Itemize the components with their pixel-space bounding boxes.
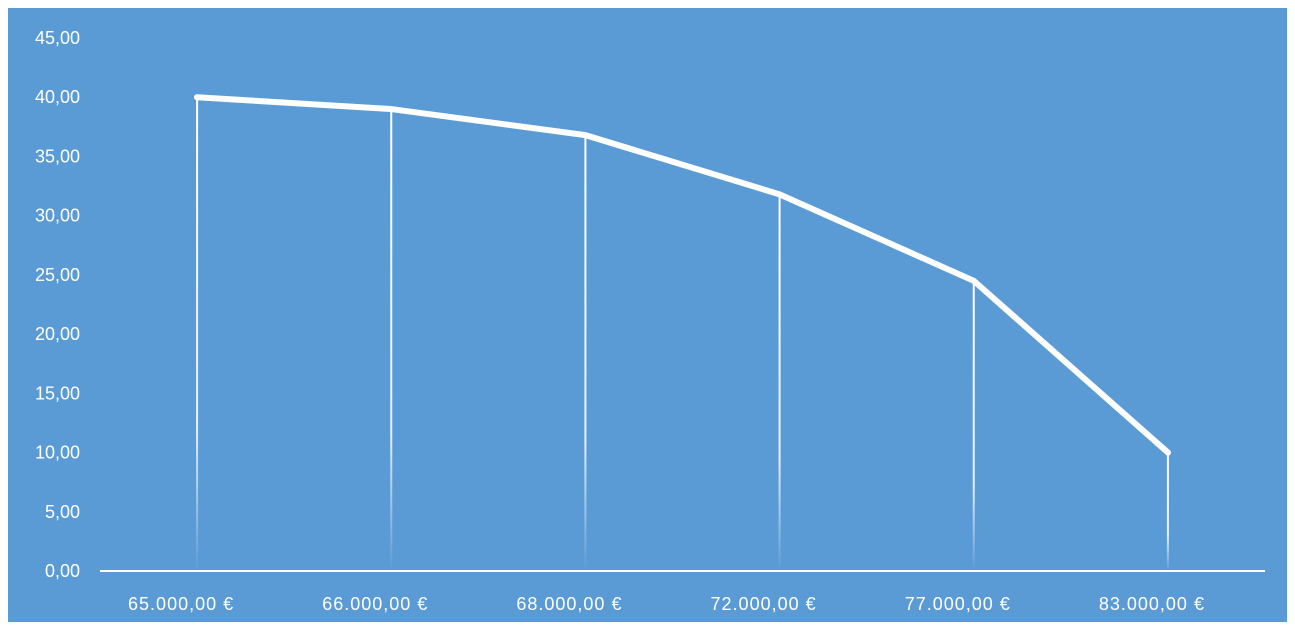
drop-line	[778, 194, 781, 571]
y-tick-label: 40,00	[35, 87, 80, 107]
x-tick-label: 68.000,00 €	[516, 594, 622, 614]
series-line	[194, 94, 1171, 456]
y-axis-tick-labels: 0,00 5,00 10,00 15,00 20,00 25,00 30,00 35,00 40…	[35, 28, 80, 581]
drop-line	[1166, 452, 1169, 571]
series-line-group	[194, 94, 1171, 456]
drop-lines	[196, 97, 1169, 572]
y-tick-label: 10,00	[35, 443, 80, 463]
y-tick-label: 35,00	[35, 146, 80, 166]
x-tick-label: 77.000,00 €	[905, 594, 1011, 614]
y-tick-label: 0,00	[45, 561, 80, 581]
drop-line	[584, 135, 587, 571]
x-tick-label: 83.000,00 €	[1099, 594, 1205, 614]
y-tick-label: 25,00	[35, 265, 80, 285]
drop-line	[972, 280, 975, 571]
y-tick-label: 20,00	[35, 324, 80, 344]
y-tick-label: 30,00	[35, 206, 80, 226]
x-axis-tick-labels: 65.000,00 € 66.000,00 € 68.000,00 € 72.000,…	[128, 594, 1205, 614]
data-point	[970, 277, 977, 284]
chart-background	[8, 8, 1287, 622]
data-point	[582, 132, 589, 139]
data-point	[776, 191, 783, 198]
y-tick-label: 45,00	[35, 28, 80, 48]
x-tick-label: 66.000,00 €	[322, 594, 428, 614]
data-point	[1164, 449, 1171, 456]
data-point	[194, 94, 201, 101]
x-tick-label: 72.000,00 €	[711, 594, 817, 614]
data-point	[388, 106, 395, 113]
drop-line	[390, 109, 393, 572]
y-tick-label: 5,00	[45, 502, 80, 522]
x-tick-label: 65.000,00 €	[128, 594, 234, 614]
y-tick-label: 15,00	[35, 383, 80, 403]
drop-line	[196, 97, 199, 571]
